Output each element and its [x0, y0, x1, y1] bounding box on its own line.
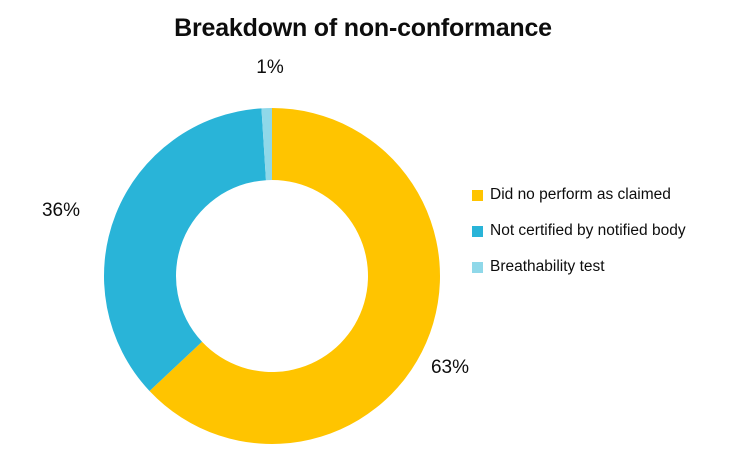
donut-slice-2	[103, 108, 266, 391]
chart-title: Breakdown of non-conformance	[174, 14, 552, 42]
legend-swatch-gold	[472, 189, 483, 201]
donut-slice-1	[149, 108, 441, 444]
legend-item-not-certified: Not certified by notified body	[472, 222, 686, 240]
data-label-did-no-perform: 63%	[430, 357, 470, 378]
legend-label: Breathability test	[490, 258, 605, 275]
legend-label: Not certified by notified body	[490, 222, 686, 239]
legend-swatch-light-blue	[472, 261, 483, 273]
legend: Did no perform as claimed Not certified …	[472, 186, 686, 276]
data-label-breathability-test: 1%	[256, 57, 284, 78]
legend-item-breathability: Breathability test	[472, 258, 686, 276]
legend-label: Did no perform as claimed	[490, 186, 671, 203]
data-label-not-certified: 36%	[41, 200, 81, 221]
legend-swatch-teal	[472, 225, 483, 237]
legend-item-did-no-perform: Did no perform as claimed	[472, 186, 686, 204]
donut-slice-3	[261, 108, 272, 181]
